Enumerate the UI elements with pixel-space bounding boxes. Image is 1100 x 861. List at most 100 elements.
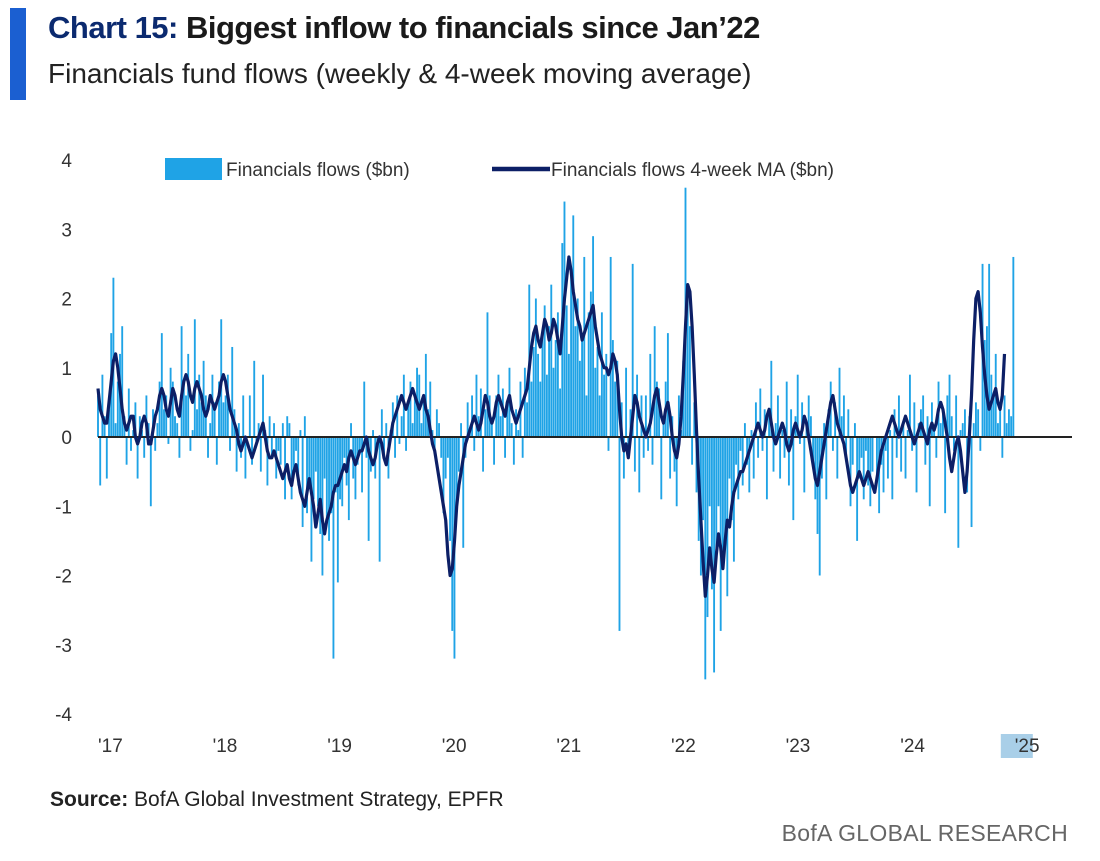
flow-bar <box>451 437 454 631</box>
flow-bar <box>924 437 927 465</box>
flow-bar <box>328 437 330 541</box>
flow-bar <box>625 367 628 437</box>
chart-headline: Biggest inflow to financials since Jan’2… <box>186 10 760 45</box>
flow-bar <box>776 395 779 437</box>
flow-bar <box>207 437 209 458</box>
flow-bar <box>603 374 606 437</box>
flow-bar <box>585 395 588 437</box>
x-tick-label: '22 <box>671 736 696 757</box>
flow-bar <box>101 374 104 437</box>
flow-bar <box>666 333 669 437</box>
flow-bar <box>563 201 566 437</box>
flow-bar <box>724 437 727 541</box>
flow-bar <box>977 409 980 437</box>
flow-bar <box>105 437 108 479</box>
flow-bar <box>992 395 995 437</box>
flow-bar <box>231 346 234 437</box>
flow-bar <box>266 437 269 486</box>
flow-bar <box>422 402 425 437</box>
x-axis: '17 '18 '19 '20 '21 '22 '23 '24 '25 <box>98 734 1040 758</box>
flow-bar <box>167 437 170 444</box>
flow-bar <box>306 437 308 514</box>
flow-bar <box>754 402 757 437</box>
flow-bar <box>288 423 291 437</box>
flow-bar <box>229 437 231 451</box>
flow-bar <box>125 437 128 465</box>
flow-bar <box>543 305 546 437</box>
flow-bar <box>475 374 478 437</box>
flow-bar <box>886 437 889 479</box>
flow-bar <box>350 423 352 437</box>
flow-bar <box>251 437 253 465</box>
flow-bar <box>902 423 905 437</box>
flow-bar <box>521 437 524 458</box>
flow-bar <box>600 312 603 437</box>
flow-bar <box>959 430 962 437</box>
flow-bar <box>686 284 689 437</box>
flow-bar <box>116 381 119 437</box>
x-tick-highlight <box>1000 734 1033 758</box>
flow-bar <box>530 381 533 437</box>
flow-bar <box>136 437 139 479</box>
flow-bar <box>693 402 696 437</box>
flow-bar <box>545 374 548 437</box>
flow-bar <box>570 270 573 437</box>
flow-bar <box>774 423 777 437</box>
flow-bar <box>295 437 297 451</box>
flow-bar <box>574 326 577 437</box>
flow-bar <box>242 395 245 437</box>
flow-bar <box>638 437 641 493</box>
flow-bar <box>361 437 363 493</box>
flow-bar <box>438 423 440 437</box>
flow-bar <box>781 430 784 437</box>
flow-bar <box>336 437 339 583</box>
flow-bar <box>675 437 678 507</box>
flow-bar <box>356 437 359 465</box>
flow-bar <box>926 416 929 437</box>
flow-bar <box>539 381 542 437</box>
flow-bar <box>191 430 194 437</box>
flow-bar <box>554 340 557 437</box>
flow-bar <box>933 430 936 437</box>
flow-bar <box>103 416 106 437</box>
flow-bar <box>380 409 383 437</box>
flow-bar <box>325 437 328 521</box>
flow-bar <box>735 437 738 465</box>
flow-bar <box>704 437 707 680</box>
flow-bar <box>559 388 562 437</box>
flow-bar <box>567 353 570 437</box>
flow-bar <box>358 437 361 451</box>
flow-bar <box>1010 416 1013 437</box>
flow-bar <box>457 437 460 472</box>
flow-bar <box>779 437 782 479</box>
flow-bar <box>851 437 854 465</box>
flow-bar <box>647 437 650 451</box>
flow-bar <box>552 367 555 437</box>
flow-bar <box>895 437 898 458</box>
flow-bar <box>141 430 143 437</box>
flow-bar <box>444 437 447 479</box>
flow-bar <box>537 353 540 437</box>
flow-bar <box>1003 395 1006 437</box>
flow-bar <box>145 395 148 437</box>
flow-bar <box>853 423 856 437</box>
flow-bar <box>268 416 271 437</box>
flow-bar <box>972 423 975 437</box>
flow-bar <box>633 437 636 472</box>
flow-bar <box>244 437 247 479</box>
x-tick-label: '23 <box>786 736 811 757</box>
flow-bar <box>396 395 399 437</box>
y-tick-label: -4 <box>55 705 72 726</box>
flow-bar <box>506 402 509 437</box>
flow-bar <box>592 236 595 437</box>
flow-bar <box>130 437 132 451</box>
flow-bar <box>812 437 815 465</box>
flow-bar <box>669 437 672 479</box>
x-tick-label: '20 <box>442 736 467 757</box>
flow-bar <box>576 298 579 437</box>
flow-bar <box>941 409 944 437</box>
flow-bar <box>108 409 110 437</box>
flow-bar <box>737 437 740 500</box>
x-tick-label: '25 <box>1015 736 1040 757</box>
flow-bar <box>798 437 801 444</box>
